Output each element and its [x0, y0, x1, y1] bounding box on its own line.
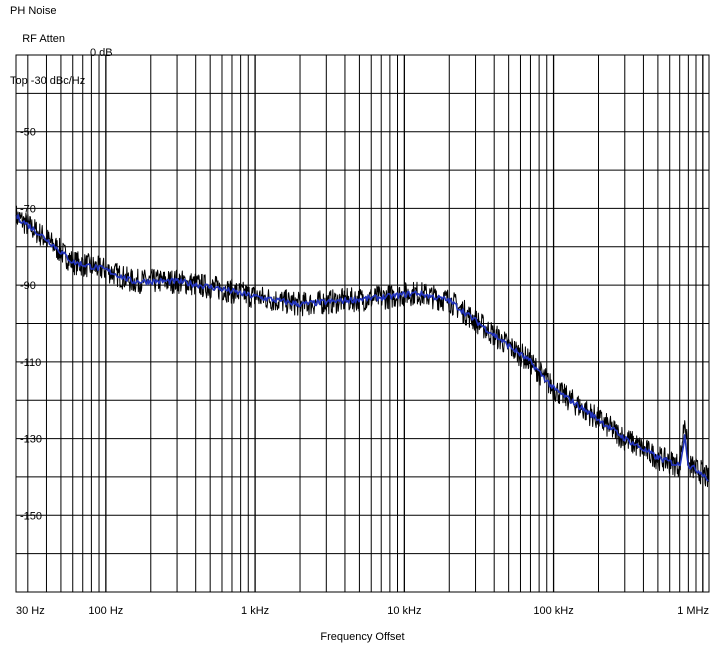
series-raw-line: [15, 205, 710, 488]
y-tick-label: -130: [20, 434, 42, 446]
series-smoothed-line: [15, 214, 710, 482]
rf-atten-value: 0 dB: [90, 47, 113, 59]
x-tick-label: 1 kHz: [241, 605, 269, 617]
y-tick-label: -50: [20, 127, 36, 139]
y-tick-label: -90: [20, 280, 36, 292]
x-tick-labels: 30 Hz 100 Hz 1 kHz 10 kHz 100 kHz 1 MHz: [16, 605, 709, 617]
instrument-header: PH Noise RF Atten 0 dB Top -30 dBc/Hz: [10, 4, 113, 88]
rf-atten-row: RF Atten 0 dB: [10, 18, 112, 74]
y-tick-label: -70: [20, 203, 36, 215]
chart-grid: [16, 55, 709, 592]
x-tick-label: 1 MHz: [677, 605, 709, 617]
x-tick-label: 100 Hz: [88, 605, 123, 617]
y-tick-label: -110: [20, 357, 41, 369]
x-tick-label: 100 kHz: [533, 605, 573, 617]
plot-frame: [15, 54, 710, 593]
x-tick-label: 30 Hz: [16, 605, 45, 617]
rf-atten-label: RF Atten: [22, 33, 66, 45]
reference-level-label: Top -30 dBc/Hz: [10, 75, 86, 87]
chart-traces: [15, 205, 710, 488]
mode-label: PH Noise: [10, 5, 57, 17]
y-tick-labels: -50 -70 -90 -110 -130 -150: [20, 127, 42, 523]
x-tick-label: 10 kHz: [387, 605, 421, 617]
x-axis-title: Frequency Offset: [320, 631, 404, 643]
y-tick-label: -150: [20, 510, 42, 522]
